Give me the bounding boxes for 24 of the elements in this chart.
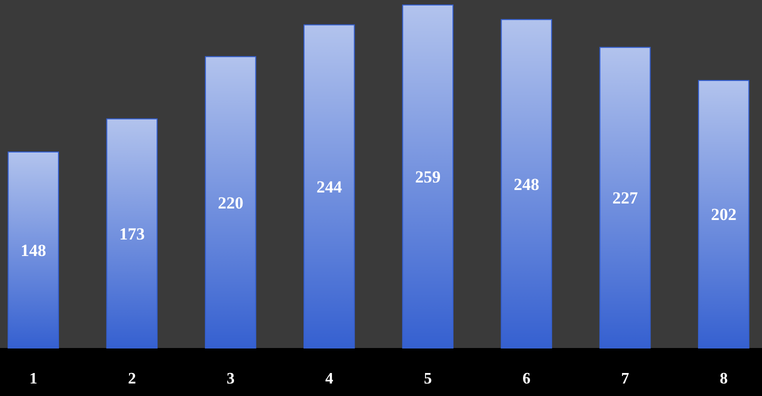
x-tick-label: 7 bbox=[621, 370, 630, 388]
data-label: 227 bbox=[612, 188, 638, 208]
bar bbox=[8, 152, 59, 348]
bar bbox=[402, 4, 454, 348]
x-tick-label: 6 bbox=[522, 370, 530, 388]
bar bbox=[500, 19, 552, 348]
data-label: 173 bbox=[119, 224, 145, 244]
data-label: 248 bbox=[514, 174, 540, 194]
data-label: 244 bbox=[316, 177, 342, 196]
x-tick-label: 1 bbox=[29, 370, 38, 388]
bar bbox=[304, 24, 355, 348]
bar bbox=[698, 80, 750, 348]
x-tick-label: 8 bbox=[720, 370, 728, 388]
bar bbox=[204, 56, 256, 348]
data-label: 259 bbox=[415, 168, 441, 186]
x-tick-label: 2 bbox=[128, 370, 136, 388]
data-label: 220 bbox=[218, 193, 244, 212]
bar bbox=[106, 118, 158, 348]
data-label: 148 bbox=[20, 241, 46, 260]
x-tick-label: 5 bbox=[424, 370, 432, 388]
bar bbox=[599, 46, 651, 348]
x-tick-label: 4 bbox=[325, 370, 334, 388]
x-tick-label: 3 bbox=[226, 370, 235, 388]
data-label: 202 bbox=[710, 205, 736, 224]
